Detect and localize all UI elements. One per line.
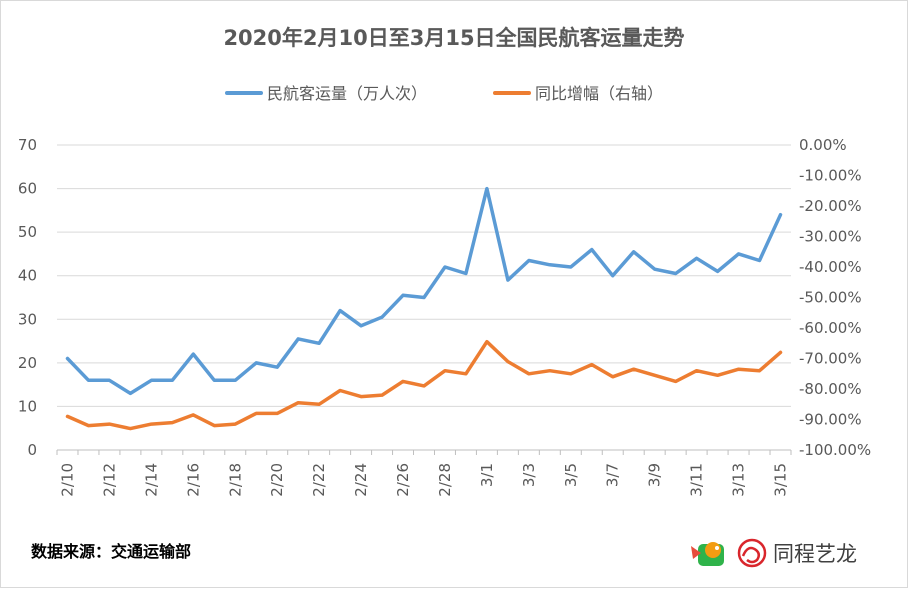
y-left-tick-label: 10 xyxy=(18,397,37,415)
y-left-tick-label: 40 xyxy=(18,267,37,285)
y-right-tick-label: -70.00% xyxy=(799,350,862,368)
axes: 0 10 20 30 40 50 60 70 -100.00% -90.00% -80.00% -70… xyxy=(18,136,871,497)
x-tick-label: 3/5 xyxy=(562,463,580,487)
brand-logo: 同程艺龙 xyxy=(691,538,857,568)
y-right-tick-label: -30.00% xyxy=(799,228,862,246)
y-right-tick-label: 0.00% xyxy=(799,136,847,154)
x-tick-label: 2/22 xyxy=(310,463,328,497)
y-left-tick-label: 50 xyxy=(18,223,37,241)
y-right-tick-label: -40.00% xyxy=(799,258,862,276)
y-right-tick-label: -90.00% xyxy=(799,411,862,429)
x-tick-label: 2/16 xyxy=(184,463,202,497)
x-tick-label: 2/20 xyxy=(268,463,286,497)
y-left-tick-label: 0 xyxy=(27,441,37,459)
series-line xyxy=(65,339,783,431)
x-tick-label: 3/1 xyxy=(478,463,496,487)
legend: 民航客运量（万人次） 同比增幅（右轴） xyxy=(225,84,663,103)
y-right-tick-label: -20.00% xyxy=(799,197,862,215)
x-tick-label: 3/11 xyxy=(688,463,706,497)
x-tick-label: 2/18 xyxy=(226,463,244,497)
legend-label: 同比增幅（右轴） xyxy=(535,84,663,103)
y-right-tick-label: -80.00% xyxy=(799,380,862,398)
y-left-tick-label: 30 xyxy=(18,310,37,328)
gridlines xyxy=(57,144,791,407)
chart-title: 2020年2月10日至3月15日全国民航客运量走势 xyxy=(223,26,684,50)
brand-name: 同程艺龙 xyxy=(773,542,857,566)
data-source-label: 数据来源：交通运输部 xyxy=(31,542,191,561)
legend-label: 民航客运量（万人次） xyxy=(267,84,427,103)
x-tick-label: 2/10 xyxy=(58,463,76,497)
dragon-logo-icon xyxy=(737,538,767,568)
y-right-tick-label: -10.00% xyxy=(799,167,862,185)
y-right-tick-label: -60.00% xyxy=(799,319,862,337)
x-tick-label: 2/14 xyxy=(142,463,160,497)
fish-logo-icon xyxy=(691,542,724,566)
x-tick-label: 3/9 xyxy=(646,463,664,487)
x-tick-label: 3/13 xyxy=(730,463,748,497)
x-tick-label: 3/3 xyxy=(520,463,538,487)
x-tick-label: 3/7 xyxy=(604,463,622,487)
x-tick-label: 3/15 xyxy=(772,463,790,497)
y-left-tick-label: 60 xyxy=(18,180,37,198)
y-right-tick-label: -100.00% xyxy=(799,441,871,459)
x-tick-label: 2/26 xyxy=(394,463,412,497)
series-line xyxy=(65,186,783,396)
x-tick-label: 2/28 xyxy=(436,463,454,497)
y-left-tick-label: 70 xyxy=(18,136,37,154)
y-right-tick-label: -50.00% xyxy=(799,289,862,307)
x-tick-label: 2/12 xyxy=(100,463,118,497)
x-tick-label: 2/24 xyxy=(352,463,370,497)
series-group xyxy=(65,186,783,431)
y-left-tick-label: 20 xyxy=(18,354,37,372)
